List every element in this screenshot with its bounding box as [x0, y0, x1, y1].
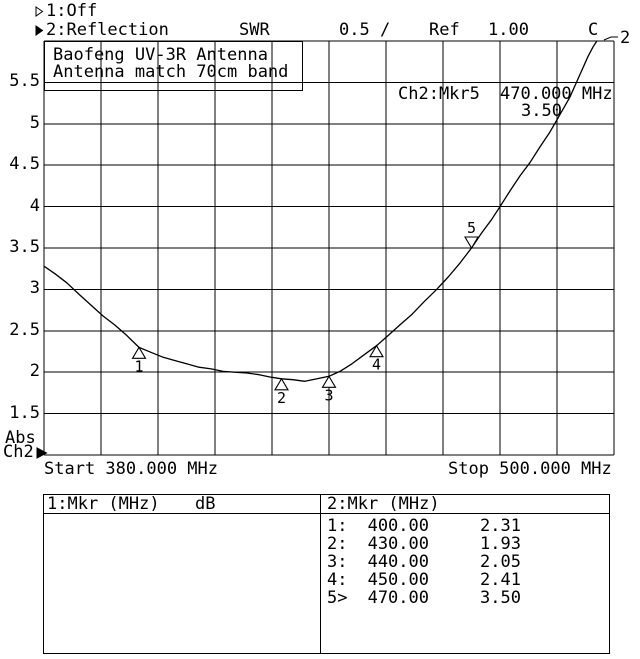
ch2-axis-pointer-icon: [36, 446, 48, 459]
active-channel-label: Ch2: [3, 442, 34, 462]
ref-label: Ref: [429, 20, 460, 40]
marker-triangle-3: [321, 375, 337, 388]
marker-row-value: 1.93: [480, 534, 521, 554]
ref-value: 1.00: [488, 20, 529, 40]
y-axis-tick-label: 5.5: [9, 71, 40, 92]
channel2-status-label: 2:Reflection: [46, 20, 169, 40]
marker-table-header-rule: [43, 513, 609, 514]
channel1-status-label: 1:Off: [46, 1, 98, 21]
trace-channel-number: 2: [620, 28, 631, 48]
marker-label-4: 4: [372, 356, 381, 374]
marker-row-spacer: [429, 571, 451, 589]
y-axis-tick-label: 3: [29, 278, 40, 299]
marker-row-frequency: 450.00: [367, 570, 429, 590]
y-axis-tick-label: 4.5: [9, 154, 40, 175]
y-axis-tick-label: 2.5: [9, 319, 40, 340]
graph-title-line2: Antenna match 70cm band: [53, 62, 289, 82]
marker-label-3: 3: [324, 386, 333, 404]
channel2-status: 2:Reflection: [35, 22, 169, 39]
start-frequency-label: Start 380.000 MHz: [44, 459, 218, 479]
marker-row-number: 4:: [327, 570, 348, 590]
stop-frequency-label: Stop 500.000 MHz: [448, 459, 612, 479]
marker-readout-frequency: 470.000 MHz: [500, 84, 613, 104]
scale-per-div: 0.5 /: [339, 20, 391, 40]
marker-row: 3: 440.00 2.05: [327, 553, 521, 571]
marker-row: 4: 450.00 2.41: [327, 571, 521, 589]
marker-triangle-1: [131, 346, 147, 359]
marker-readout-prefix: Ch2:Mkr5: [398, 84, 480, 104]
marker-row-number: 1:: [327, 516, 348, 536]
marker-row-number: 2:: [327, 534, 348, 554]
marker-row-number: 3:: [327, 552, 348, 572]
y-axis-tick-label: 4: [29, 195, 40, 216]
marker-row-frequency: 400.00: [367, 516, 429, 536]
y-axis-tick-label: 2: [29, 361, 40, 382]
y-axis-tick-label: 3.5: [9, 237, 40, 257]
graph-title-line1: Baofeng UV-3R Antenna: [53, 45, 268, 65]
cal-indicator: C: [588, 20, 599, 40]
channel2-pointer-icon: [35, 25, 44, 36]
marker-triangle-5: [464, 236, 479, 250]
marker-row-value: 3.50: [480, 588, 521, 608]
marker-row-spacer: [429, 553, 451, 571]
channel1-status: 1:Off: [35, 3, 97, 20]
marker-table-ch2-rows: 1: 400.00 2.31 2: 430.00 1.93 3: 440.00 2.05 4: 45…: [327, 517, 521, 607]
y-axis-mode-label: Abs: [5, 428, 36, 448]
marker-row-value: 2.31: [480, 516, 521, 536]
marker-table-divider: [320, 494, 321, 654]
y-axis-tick-label: 1.5: [9, 402, 40, 423]
marker-table: [43, 494, 610, 654]
marker-table-ch2-header: 2:Mkr (MHz): [327, 494, 440, 514]
marker-row: 1: 400.00 2.31: [327, 517, 521, 535]
active-channel-indicator: Ch2: [3, 444, 48, 461]
channel1-pointer-icon: [35, 6, 44, 17]
marker-label-1: 1: [134, 357, 143, 375]
marker-row-value: 2.41: [480, 570, 521, 590]
marker-row-frequency: 430.00: [367, 534, 429, 554]
marker-table-ch1-unit: dB: [195, 494, 216, 514]
marker-row: 2: 430.00 1.93: [327, 535, 521, 553]
marker-triangle-2: [274, 377, 289, 391]
format-label: SWR: [239, 20, 270, 40]
marker-row-number: 5>: [327, 588, 348, 608]
marker-triangle-4: [369, 344, 384, 358]
marker-row-spacer: [429, 535, 451, 553]
marker-table-ch1-header: 1:Mkr (MHz): [47, 494, 160, 514]
marker-row-spacer: [429, 517, 451, 535]
marker-readout-value: 3.50: [521, 101, 562, 121]
marker-row-frequency: 440.00: [367, 552, 429, 572]
marker-label-5: 5: [467, 219, 476, 237]
marker-row: 5> 470.00 3.50: [327, 589, 521, 607]
marker-row-frequency: 470.00: [367, 588, 429, 608]
marker-row-spacer: [429, 589, 451, 607]
marker-label-2: 2: [277, 389, 286, 407]
y-axis-tick-label: 5: [29, 112, 40, 133]
marker-row-value: 2.05: [480, 552, 521, 572]
